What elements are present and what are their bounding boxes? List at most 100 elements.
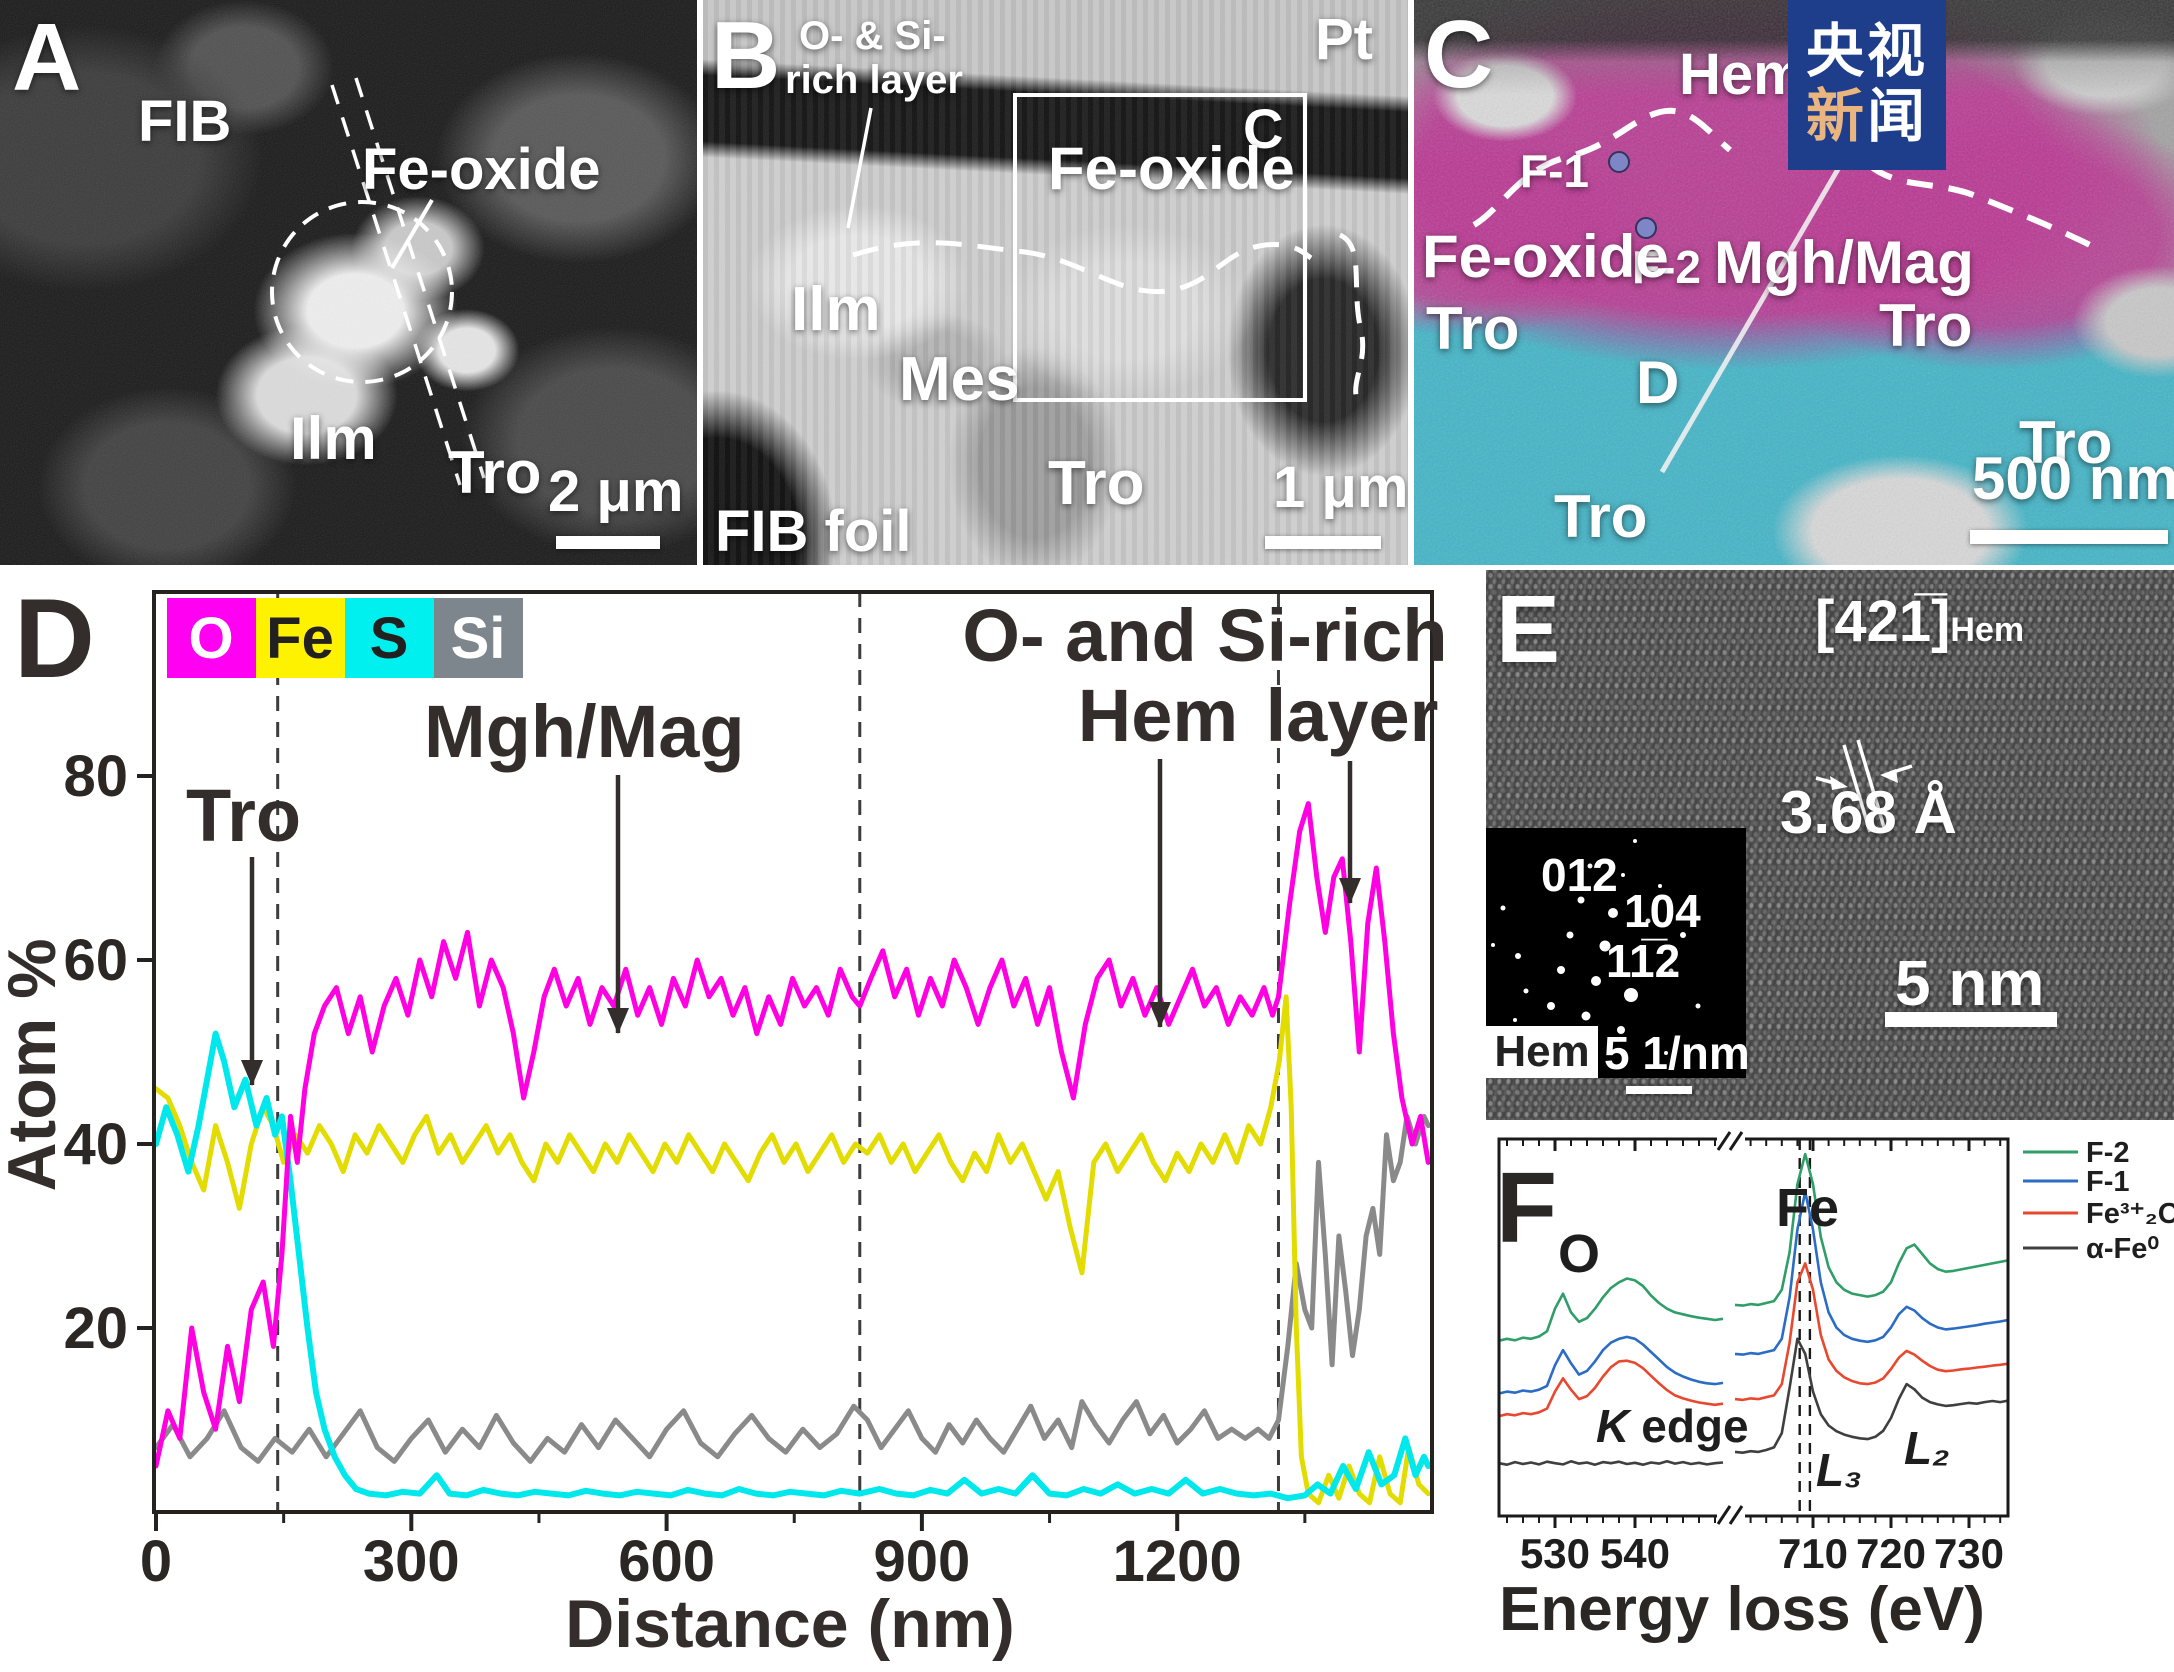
legend-label: F-2 xyxy=(2086,1137,2130,1169)
panel-a-bse-image: A FIB Fe-oxide Ilm Tro 2 μm xyxy=(0,0,697,565)
spectrum-α-Fe⁰ xyxy=(1498,1459,1724,1467)
legend-label-si: Si xyxy=(451,606,506,671)
hem-boundary-dashed-line xyxy=(1472,107,1732,228)
x-axis-title: Energy loss (eV) xyxy=(1499,1575,1985,1644)
fe-oxide-dashed-circle xyxy=(270,200,454,384)
fib-cut-line xyxy=(330,84,462,486)
oxide-interface-dashed-line xyxy=(1338,232,1366,401)
f2-spot-marker xyxy=(1635,217,1657,239)
label-f1: F-1 xyxy=(1520,145,1589,197)
label-ilm: Ilm xyxy=(791,275,881,344)
panel-e-hrtem-image: E [421̅]Hem 3.68 Å 012 104 11̅2 Hem xyxy=(1486,570,2174,1120)
label-mes: Mes xyxy=(899,345,1020,414)
series-o xyxy=(153,801,1431,1469)
panel-c-tag: C xyxy=(1424,1,1494,108)
panel-b-overlay xyxy=(703,0,1408,565)
series-s xyxy=(153,1030,1432,1502)
label-tro-right: Tro xyxy=(1879,292,1973,359)
watermark-char-xin: 新 xyxy=(1805,84,1867,149)
label-o-si-layer-line1: O- & Si- xyxy=(799,14,946,58)
spectrum-F-2 xyxy=(1498,1277,1724,1342)
x-tick-label: 710 xyxy=(1778,1530,1848,1577)
spectrum-F-2 xyxy=(1734,1152,2009,1307)
x-tick-label: 540 xyxy=(1600,1530,1670,1577)
x-tick-label: 1200 xyxy=(1113,1529,1242,1594)
oxide-interface-dashed-line xyxy=(852,240,1313,294)
diffraction-spots xyxy=(1491,839,1701,1055)
panel-a-overlay xyxy=(0,0,697,565)
x-tick-label: 720 xyxy=(1856,1530,1926,1577)
cctv-news-watermark: 央视 新闻 xyxy=(1788,0,1946,170)
axis-break-mark xyxy=(1728,1505,1744,1525)
panel-b-tag: B xyxy=(711,2,781,109)
scale-bar xyxy=(556,536,660,549)
legend-swatch-si xyxy=(434,598,523,678)
reciprocal-scale-label: 5 1/nm xyxy=(1604,1027,1750,1079)
annotation-l2: L₂ xyxy=(1904,1422,1950,1474)
x-tick-label: 300 xyxy=(363,1529,460,1594)
label-fe-oxide: Fe-oxide xyxy=(362,137,601,202)
grain-noise xyxy=(0,0,697,565)
panel-d-line-profile: 0 300 600 900 1200 20 40 60 80 O Fe S Si D Tro Mgh/… xyxy=(0,565,1480,1672)
x-tick-label: 600 xyxy=(618,1529,715,1594)
scale-label: 2 μm xyxy=(548,459,684,524)
d-spacing-marker-line xyxy=(1842,744,1872,833)
spectrum-Fe³⁺₂O₃ xyxy=(1498,1359,1724,1418)
legend-swatch-o xyxy=(167,598,256,678)
reciprocal-scale-bar xyxy=(1626,1086,1692,1094)
scale-label: 1 μm xyxy=(1273,455,1408,520)
series-fe xyxy=(153,994,1431,1506)
panel-a-tag: A xyxy=(12,4,82,111)
arrowhead xyxy=(1830,776,1848,790)
x-tick-label: 530 xyxy=(1520,1530,1590,1577)
x-tick-label: 900 xyxy=(874,1529,971,1594)
watermark-char-wen: 闻 xyxy=(1867,84,1929,149)
label-d: D xyxy=(1636,349,1680,416)
arrowhead xyxy=(1880,769,1898,783)
annotation-o-edge: O xyxy=(1558,1224,1600,1284)
label-ilm: Ilm xyxy=(290,405,377,472)
zone-axis-subscript: Hem xyxy=(1950,611,2025,649)
scale-label: 500 nm xyxy=(1972,445,2174,512)
panel-d-tag: D xyxy=(14,576,95,701)
label-pt: Pt xyxy=(1315,7,1373,72)
axis-break-mark xyxy=(1716,1131,1732,1151)
label-hem: Hem xyxy=(1679,42,1805,107)
annotation-o-si-rich: O- and Si-rich xyxy=(962,594,1447,677)
diffraction-spot-012: 012 xyxy=(1541,849,1618,901)
spectrum-F-1 xyxy=(1498,1335,1724,1395)
axis-break-mark xyxy=(1728,1131,1744,1151)
label-mgh-mag: Mgh/Mag xyxy=(1714,229,1974,296)
scale-label: 5 nm xyxy=(1895,947,2045,1019)
label-tro-far-right: Tro xyxy=(2019,409,2113,476)
edge-text: edge xyxy=(1641,1400,1748,1452)
label-c-box: C xyxy=(1243,97,1284,160)
x-tick-label: 730 xyxy=(1934,1530,2004,1577)
x-axis-title: Distance (nm) xyxy=(565,1586,1015,1662)
d-spacing-marker-line xyxy=(1856,739,1886,828)
plot-border xyxy=(152,590,1434,1514)
y-tick-label: 60 xyxy=(63,928,128,993)
panel-e-tag: E xyxy=(1496,576,1561,683)
label-tro-bottom: Tro xyxy=(1554,483,1648,550)
label-tro-left: Tro xyxy=(1426,295,1520,362)
label-tro: Tro xyxy=(1048,449,1145,518)
f1-spot-marker xyxy=(1608,151,1630,173)
d-spacing-value: 3.68 Å xyxy=(1780,779,1957,846)
label-tro: Tro xyxy=(448,439,542,506)
fib-cut-line xyxy=(354,77,486,479)
annotation-mgh-mag: Mgh/Mag xyxy=(424,690,745,773)
panel-c-eds-map: C Hem F-1 F-2 Mgh/Mag Fe-oxide Tro D Tro… xyxy=(1414,0,2174,565)
layer-pointer-line xyxy=(846,107,873,229)
eds-line-profile-chart: 0 300 600 900 1200 20 40 60 80 O Fe S Si D Tro Mgh/… xyxy=(0,576,1448,1662)
panel-b-haadf-image: B O- & Si- rich layer Pt C Fe-oxide Ilm … xyxy=(703,0,1408,565)
annotation-l3: L₃ xyxy=(1816,1444,1862,1496)
zone-axis: [421̅] xyxy=(1815,589,1951,654)
scale-bar xyxy=(1265,536,1381,549)
panel-c-location-box xyxy=(1013,93,1307,402)
legend-label: α-Fe⁰ xyxy=(2086,1233,2159,1265)
watermark-line1: 央视 xyxy=(1805,19,1928,85)
